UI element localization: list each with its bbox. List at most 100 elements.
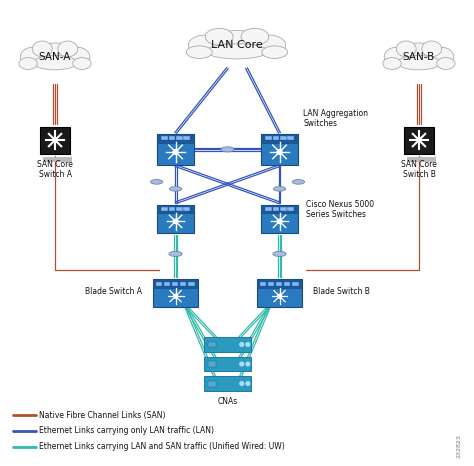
FancyBboxPatch shape — [407, 157, 436, 162]
FancyBboxPatch shape — [183, 207, 190, 211]
Circle shape — [240, 382, 244, 385]
FancyBboxPatch shape — [157, 205, 194, 213]
Circle shape — [173, 294, 178, 298]
FancyBboxPatch shape — [164, 282, 170, 286]
Ellipse shape — [273, 186, 286, 191]
FancyBboxPatch shape — [265, 207, 272, 211]
FancyBboxPatch shape — [280, 137, 286, 140]
Circle shape — [277, 219, 282, 224]
Ellipse shape — [20, 48, 45, 66]
Text: 232823: 232823 — [456, 434, 462, 459]
FancyBboxPatch shape — [153, 280, 198, 288]
FancyBboxPatch shape — [260, 282, 266, 286]
Ellipse shape — [437, 58, 455, 69]
Ellipse shape — [221, 147, 234, 152]
Ellipse shape — [169, 186, 182, 191]
FancyBboxPatch shape — [176, 137, 182, 140]
Text: Native Fibre Channel Links (SAN): Native Fibre Channel Links (SAN) — [39, 411, 166, 419]
FancyBboxPatch shape — [276, 282, 283, 286]
Ellipse shape — [422, 41, 442, 57]
FancyBboxPatch shape — [161, 137, 168, 140]
Ellipse shape — [37, 43, 73, 67]
FancyBboxPatch shape — [261, 134, 298, 165]
Circle shape — [240, 362, 244, 366]
Ellipse shape — [188, 35, 222, 55]
Ellipse shape — [397, 55, 441, 70]
Ellipse shape — [186, 46, 212, 58]
FancyBboxPatch shape — [268, 282, 274, 286]
FancyBboxPatch shape — [292, 282, 299, 286]
Ellipse shape — [401, 43, 437, 67]
FancyBboxPatch shape — [204, 376, 251, 391]
Circle shape — [173, 219, 178, 224]
FancyBboxPatch shape — [284, 282, 291, 286]
Text: LAN Core: LAN Core — [211, 40, 263, 50]
Ellipse shape — [262, 46, 288, 58]
FancyBboxPatch shape — [40, 127, 70, 154]
Ellipse shape — [73, 58, 91, 69]
FancyBboxPatch shape — [208, 381, 216, 386]
FancyBboxPatch shape — [273, 207, 279, 211]
Ellipse shape — [241, 28, 269, 45]
Text: SAN-A: SAN-A — [39, 52, 71, 62]
FancyBboxPatch shape — [176, 207, 182, 211]
Text: Ethernet Links carrying only LAN traffic (LAN): Ethernet Links carrying only LAN traffic… — [39, 426, 214, 435]
Text: CNAs: CNAs — [218, 397, 237, 405]
Ellipse shape — [212, 30, 262, 55]
Ellipse shape — [384, 48, 408, 66]
FancyBboxPatch shape — [43, 157, 72, 162]
FancyBboxPatch shape — [273, 137, 279, 140]
Ellipse shape — [151, 179, 163, 184]
FancyBboxPatch shape — [404, 127, 434, 154]
FancyBboxPatch shape — [208, 361, 216, 367]
Ellipse shape — [58, 41, 78, 57]
Ellipse shape — [19, 58, 37, 69]
Ellipse shape — [292, 179, 305, 184]
FancyBboxPatch shape — [157, 205, 194, 233]
Circle shape — [240, 343, 244, 346]
Circle shape — [173, 150, 178, 154]
Ellipse shape — [396, 41, 416, 57]
FancyBboxPatch shape — [169, 207, 175, 211]
Circle shape — [278, 294, 282, 298]
Ellipse shape — [252, 35, 286, 55]
FancyBboxPatch shape — [261, 134, 298, 143]
FancyBboxPatch shape — [265, 137, 272, 140]
Circle shape — [246, 382, 250, 385]
Ellipse shape — [32, 41, 52, 57]
FancyBboxPatch shape — [161, 207, 168, 211]
Text: SAN Core
Switch B: SAN Core Switch B — [401, 159, 437, 179]
Text: SAN Core
Switch A: SAN Core Switch A — [37, 159, 73, 179]
FancyBboxPatch shape — [169, 137, 175, 140]
Text: SAN-B: SAN-B — [403, 52, 435, 62]
Ellipse shape — [383, 58, 401, 69]
FancyBboxPatch shape — [204, 337, 251, 352]
FancyBboxPatch shape — [261, 205, 298, 213]
FancyBboxPatch shape — [257, 280, 302, 288]
Ellipse shape — [33, 55, 77, 70]
Text: Ethernet Links carrying LAN and SAN traffic (Unified Wired: UW): Ethernet Links carrying LAN and SAN traf… — [39, 442, 285, 451]
Text: Blade Switch A: Blade Switch A — [85, 287, 143, 295]
FancyBboxPatch shape — [183, 137, 190, 140]
Circle shape — [246, 343, 250, 346]
FancyBboxPatch shape — [257, 280, 302, 308]
FancyBboxPatch shape — [287, 207, 294, 211]
Text: LAN Aggregation
Switches: LAN Aggregation Switches — [303, 109, 368, 129]
Circle shape — [277, 150, 282, 154]
FancyBboxPatch shape — [261, 205, 298, 233]
FancyBboxPatch shape — [208, 342, 216, 348]
FancyBboxPatch shape — [153, 280, 198, 308]
FancyBboxPatch shape — [204, 356, 251, 371]
FancyBboxPatch shape — [280, 207, 286, 211]
FancyBboxPatch shape — [180, 282, 186, 286]
Ellipse shape — [205, 28, 233, 45]
Text: Cisco Nexus 5000
Series Switches: Cisco Nexus 5000 Series Switches — [306, 200, 374, 219]
FancyBboxPatch shape — [189, 282, 194, 286]
FancyBboxPatch shape — [157, 134, 194, 143]
FancyBboxPatch shape — [172, 282, 178, 286]
FancyBboxPatch shape — [156, 282, 162, 286]
Ellipse shape — [429, 48, 454, 66]
FancyBboxPatch shape — [157, 134, 194, 165]
Ellipse shape — [273, 251, 286, 256]
Ellipse shape — [66, 48, 90, 66]
